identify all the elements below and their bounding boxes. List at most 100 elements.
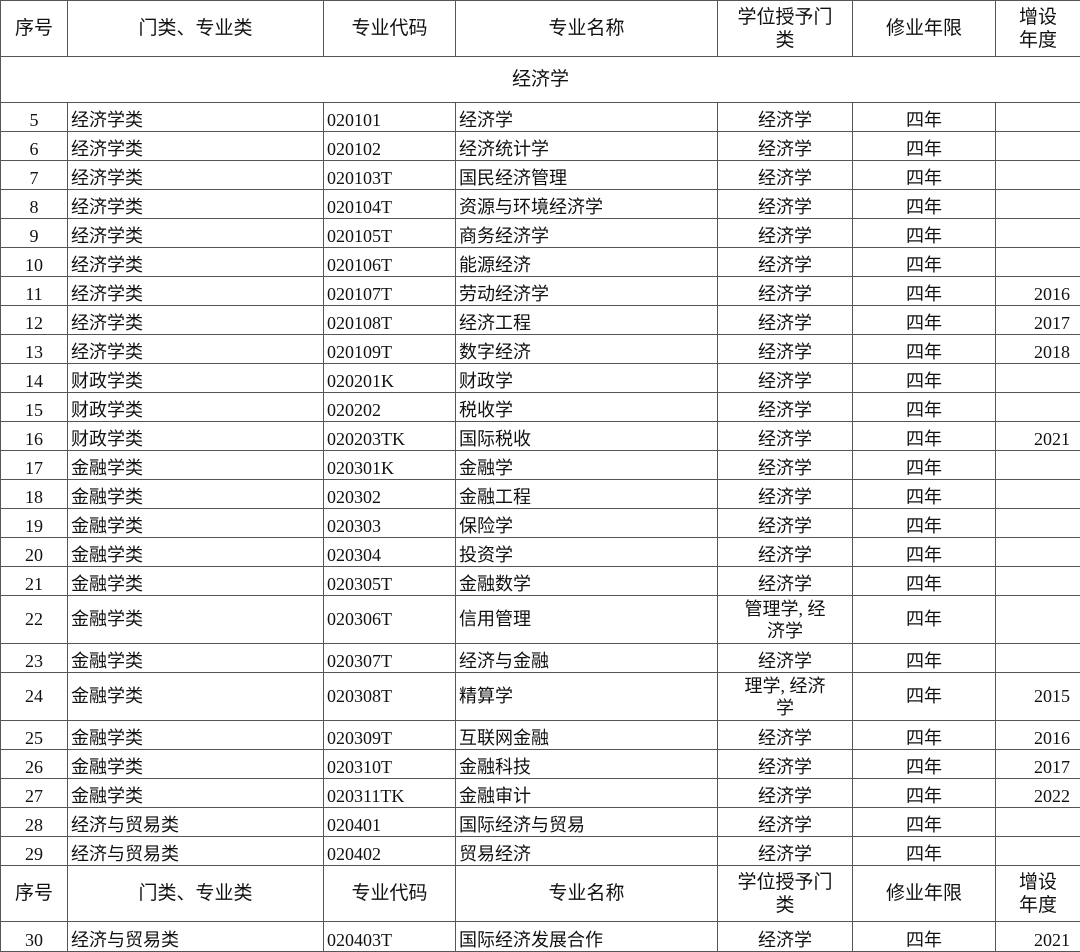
major-name-cell: 投资学 <box>456 538 718 567</box>
category-cell: 金融学类 <box>68 721 324 750</box>
section-row: 经济学 <box>1 57 1080 103</box>
year-added-cell: 2016 <box>996 721 1080 750</box>
study-years-cell: 四年 <box>853 219 996 248</box>
category-cell: 经济学类 <box>68 103 324 132</box>
major-name-cell: 财政学 <box>456 364 718 393</box>
degree-category-cell: 经济学 <box>718 451 853 480</box>
row-number-cell: 11 <box>1 277 68 306</box>
category-cell: 财政学类 <box>68 393 324 422</box>
major-code-cell: 020203TK <box>324 422 456 451</box>
year-added-cell: 2017 <box>996 750 1080 779</box>
major-name-cell: 互联网金融 <box>456 721 718 750</box>
year-added-cell: 2021 <box>996 922 1080 952</box>
category-cell: 经济学类 <box>68 132 324 161</box>
major-code-cell: 020101 <box>324 103 456 132</box>
major-code-cell: 020302 <box>324 480 456 509</box>
category-cell: 财政学类 <box>68 422 324 451</box>
column-header: 学位授予门类 <box>718 1 853 57</box>
study-years-cell: 四年 <box>853 364 996 393</box>
row-number-cell: 14 <box>1 364 68 393</box>
study-years-cell: 四年 <box>853 103 996 132</box>
row-number-cell: 10 <box>1 248 68 277</box>
major-code-cell: 020308T <box>324 673 456 721</box>
major-name-cell: 国际经济与贸易 <box>456 808 718 837</box>
major-name-cell: 金融审计 <box>456 779 718 808</box>
degree-category-cell: 经济学 <box>718 808 853 837</box>
category-cell: 金融学类 <box>68 673 324 721</box>
major-name-cell: 国际税收 <box>456 422 718 451</box>
year-added-cell <box>996 161 1080 190</box>
major-code-cell: 020304 <box>324 538 456 567</box>
row-number-cell: 20 <box>1 538 68 567</box>
major-name-cell: 国民经济管理 <box>456 161 718 190</box>
column-header: 学位授予门类 <box>718 866 853 922</box>
category-cell: 经济学类 <box>68 161 324 190</box>
row-number-cell: 17 <box>1 451 68 480</box>
column-header: 专业代码 <box>324 1 456 57</box>
category-cell: 金融学类 <box>68 480 324 509</box>
degree-category-cell: 经济学 <box>718 277 853 306</box>
column-header: 序号 <box>1 1 68 57</box>
category-cell: 金融学类 <box>68 451 324 480</box>
row-number-cell: 21 <box>1 567 68 596</box>
study-years-cell: 四年 <box>853 567 996 596</box>
major-code-cell: 020310T <box>324 750 456 779</box>
degree-category-cell: 经济学 <box>718 567 853 596</box>
year-added-cell <box>996 393 1080 422</box>
study-years-cell: 四年 <box>853 808 996 837</box>
category-cell: 经济与贸易类 <box>68 808 324 837</box>
major-name-cell: 金融学 <box>456 451 718 480</box>
year-added-cell <box>996 596 1080 644</box>
row-number-cell: 28 <box>1 808 68 837</box>
degree-category-cell: 经济学 <box>718 422 853 451</box>
degree-category-cell: 经济学 <box>718 306 853 335</box>
degree-category-cell: 经济学 <box>718 922 853 952</box>
year-added-cell: 2022 <box>996 779 1080 808</box>
column-header: 修业年限 <box>853 1 996 57</box>
row-number-cell: 19 <box>1 509 68 538</box>
study-years-cell: 四年 <box>853 132 996 161</box>
column-header: 门类、专业类 <box>68 1 324 57</box>
major-name-cell: 金融科技 <box>456 750 718 779</box>
header-row: 序号门类、专业类专业代码专业名称学位授予门类修业年限增设年度 <box>1 866 1080 922</box>
year-added-cell <box>996 644 1080 673</box>
category-cell: 经济与贸易类 <box>68 837 324 866</box>
major-name-cell: 经济工程 <box>456 306 718 335</box>
row-number-cell: 27 <box>1 779 68 808</box>
major-name-cell: 能源经济 <box>456 248 718 277</box>
degree-category-cell: 经济学 <box>718 750 853 779</box>
major-name-cell: 资源与环境经济学 <box>456 190 718 219</box>
major-name-cell: 劳动经济学 <box>456 277 718 306</box>
row-number-cell: 13 <box>1 335 68 364</box>
major-code-cell: 020301K <box>324 451 456 480</box>
column-header: 增设年度 <box>996 1 1080 57</box>
year-added-cell <box>996 509 1080 538</box>
major-name-cell: 经济统计学 <box>456 132 718 161</box>
major-code-cell: 020103T <box>324 161 456 190</box>
row-number-cell: 7 <box>1 161 68 190</box>
major-code-cell: 020108T <box>324 306 456 335</box>
category-cell: 金融学类 <box>68 750 324 779</box>
study-years-cell: 四年 <box>853 922 996 952</box>
row-number-cell: 24 <box>1 673 68 721</box>
degree-category-cell: 经济学 <box>718 644 853 673</box>
category-cell: 经济学类 <box>68 248 324 277</box>
row-number-cell: 8 <box>1 190 68 219</box>
major-code-cell: 020306T <box>324 596 456 644</box>
major-code-cell: 020403T <box>324 922 456 952</box>
row-number-cell: 18 <box>1 480 68 509</box>
degree-category-cell: 经济学 <box>718 132 853 161</box>
